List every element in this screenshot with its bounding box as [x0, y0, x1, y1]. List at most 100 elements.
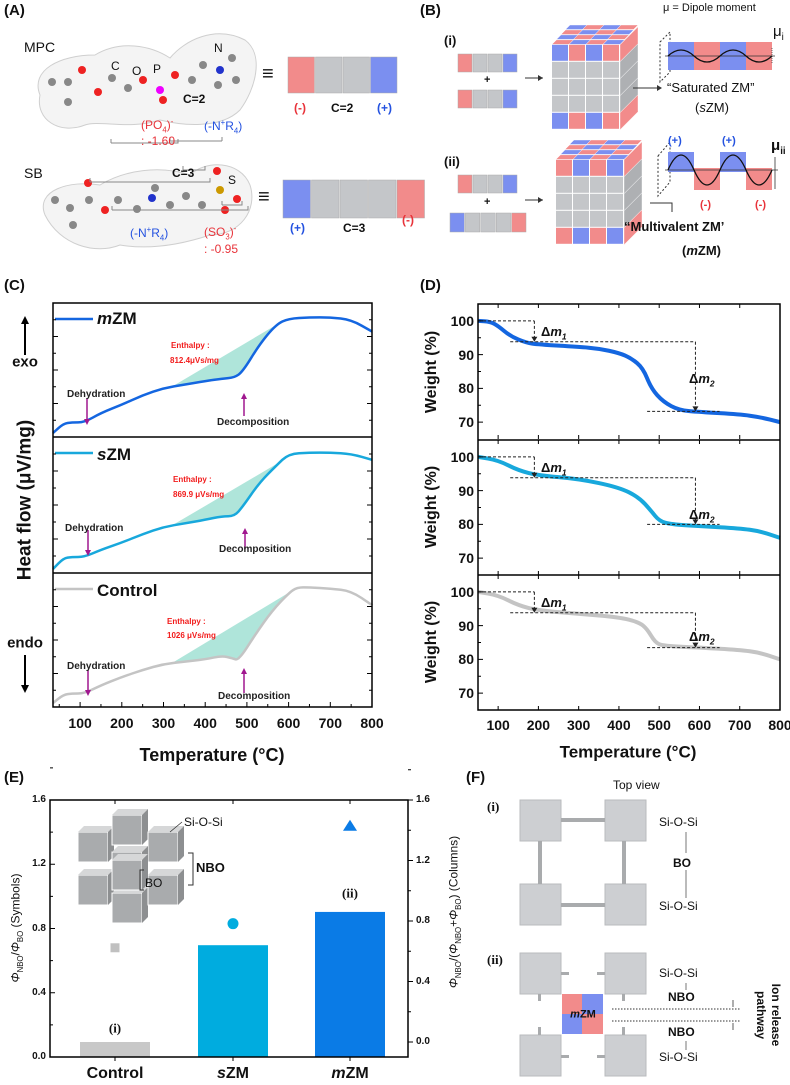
arrowhead — [241, 393, 247, 399]
cube-front-face-cell — [586, 61, 602, 78]
cube-front-face-cell — [607, 227, 623, 244]
e-left-tick-label: 0.4 — [32, 986, 46, 998]
sb-bar-pos-label: (+) — [290, 221, 305, 235]
atom-p-label: P — [153, 62, 162, 76]
bracket — [89, 178, 211, 183]
cube-front-face-cell — [569, 61, 585, 78]
block-segment — [472, 53, 488, 73]
nbo-label: NBO — [668, 1025, 695, 1039]
broken-rod-stub — [622, 1027, 625, 1035]
atom-ball — [78, 66, 86, 74]
symbol-square — [110, 943, 120, 953]
atom-ball — [148, 194, 156, 202]
mzm-quadrant — [562, 1014, 582, 1034]
atom-s-label: S — [228, 173, 237, 187]
d-x-tick-label: 400 — [607, 717, 631, 733]
atom-ball — [64, 78, 72, 86]
cube-front-face-cell — [556, 193, 572, 210]
cube-side-face-cell — [619, 94, 639, 131]
panel-label-c: (C) — [4, 277, 25, 294]
cube-front-face-cell — [586, 44, 602, 61]
bracket — [169, 137, 223, 142]
mpc-anion-charge: : -1.60 — [141, 134, 176, 148]
dehydration-label: Dehydration — [65, 523, 124, 534]
arrowhead — [531, 607, 538, 613]
inset-cube — [147, 874, 179, 906]
cube-front-face-cell — [569, 78, 585, 95]
c-x-tick-label: 600 — [276, 715, 301, 731]
inset-bo-label: BO — [145, 876, 163, 890]
panel-label-f: (F) — [466, 769, 486, 786]
d-y-tick-label: 100 — [450, 583, 474, 600]
case-i-label: (i) — [444, 33, 457, 48]
slice-outline — [657, 140, 671, 198]
mu-ii-label: μii — [771, 137, 786, 157]
dsc-curve-2 — [52, 586, 373, 704]
delta-m2-label: Δm2 — [689, 507, 715, 525]
d-y-tick-label: 70 — [458, 414, 474, 431]
arrowhead — [538, 75, 543, 81]
cube-front-face-cell — [603, 61, 619, 78]
cube-top-face-cell — [607, 34, 630, 40]
inset-cube-top — [112, 854, 148, 860]
sb-label: SB — [24, 165, 43, 181]
d-y-tick-label: 80 — [458, 516, 474, 533]
cube-front-face-cell — [552, 61, 568, 78]
dipole-block — [668, 152, 694, 172]
atom-ball — [182, 192, 190, 200]
block-segment — [282, 179, 311, 219]
atom-ball — [216, 186, 224, 194]
atom-ball — [151, 184, 159, 192]
atom-ball — [214, 81, 222, 89]
c-x-tick-label: 100 — [68, 715, 92, 731]
sb-anion-charge: : -0.95 — [204, 242, 239, 256]
block-segment — [457, 89, 473, 109]
top-view-label: Top view — [613, 778, 660, 792]
block-segment — [315, 56, 343, 94]
bracket — [221, 201, 243, 206]
cube-front-face-cell — [586, 95, 602, 112]
case-ii-label: (ii) — [444, 154, 460, 169]
atom-ball — [48, 78, 56, 86]
bo-label: BO — [673, 856, 691, 870]
sb-bar-neg-label: (-) — [402, 213, 414, 227]
cube-front-face-cell — [573, 227, 589, 244]
siosi-label: Si-O-Si — [659, 966, 698, 980]
enthalpy-shaded-area — [171, 461, 281, 526]
mzm-abbr: (mZM) — [682, 243, 722, 258]
delta-m2-label: Δm2 — [689, 371, 715, 389]
mpc-cation-label: (-N+R4) — [204, 118, 243, 136]
enthalpy-label: Enthalpy : — [167, 617, 206, 626]
arrowhead — [531, 472, 538, 478]
mzm-quadrant — [562, 994, 582, 1014]
block-segment — [502, 53, 518, 73]
bridge-rod — [538, 841, 542, 884]
atom-ball — [188, 76, 196, 84]
arrowhead — [692, 642, 699, 648]
block-segment — [495, 212, 511, 233]
cube-front-face-cell — [607, 159, 623, 176]
dipole-block — [746, 168, 772, 190]
e-left-tick-label: 1.6 — [32, 794, 46, 805]
delta-m1-label: Δm1 — [541, 595, 567, 613]
enthalpy-value-szm: 869.9 μVs/mg — [173, 490, 225, 499]
atom-ball — [64, 98, 72, 106]
plus-sign: + — [484, 74, 491, 86]
dsc-curve-1 — [52, 451, 373, 570]
column-bar-2 — [315, 911, 385, 1057]
case-i-label: (i) — [487, 799, 500, 814]
block-segment — [368, 179, 397, 219]
column-bar-0 — [80, 1042, 150, 1057]
atom-ball — [114, 196, 122, 204]
block-segment — [465, 212, 481, 233]
d-x-axis-label: Temperature (°C) — [559, 742, 697, 762]
e-right-tick-label: 0.8 — [416, 915, 430, 926]
e-right-y-axis-label: ΦNBO/(ΦNBO+ΦBO) (Columns) — [446, 835, 463, 989]
exo-label: exo — [12, 353, 38, 371]
arrowhead — [21, 685, 29, 693]
cube-front-face-cell — [552, 95, 568, 112]
block-segment — [487, 89, 503, 109]
legend-szm: sZM — [97, 445, 132, 464]
endo-label: endo — [7, 634, 43, 652]
e-right-tick-label: 1.2 — [416, 854, 430, 866]
